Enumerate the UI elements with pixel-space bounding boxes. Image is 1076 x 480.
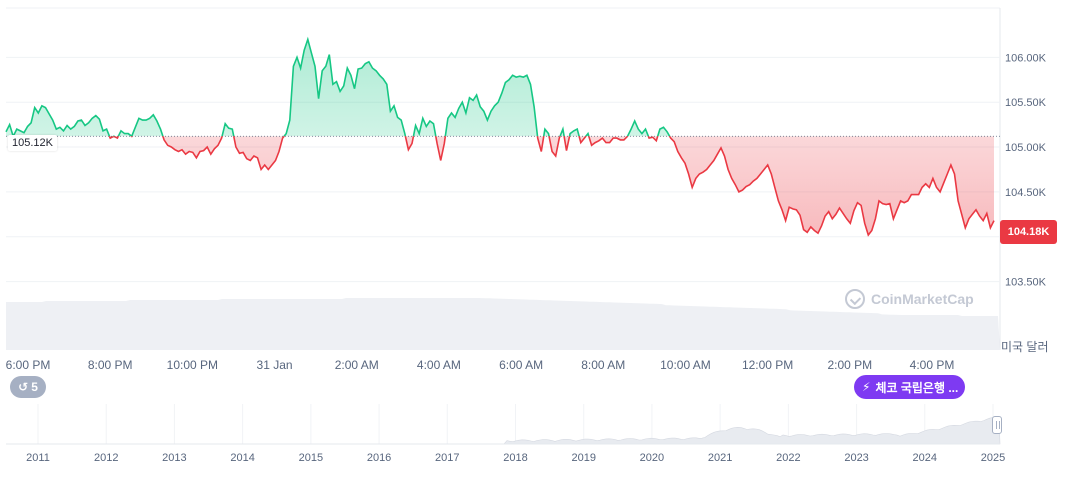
x-tick-label: 8:00 AM — [581, 358, 625, 372]
navigator-year-label: 2024 — [913, 452, 937, 464]
price-line-down — [12, 136, 995, 237]
x-tick-label: 2:00 PM — [827, 358, 872, 372]
x-tick-label: 31 Jan — [257, 358, 293, 372]
history-icon: ↺ — [18, 380, 29, 394]
x-tick-label: 4:00 AM — [417, 358, 461, 372]
navigator-year-label: 2019 — [571, 452, 595, 464]
navigator-year-label: 2012 — [94, 452, 118, 464]
navigator-year-label: 2015 — [299, 452, 323, 464]
y-tick-label: 105.00K — [1005, 142, 1047, 154]
x-tick-label: 8:00 PM — [88, 358, 133, 372]
y-tick-label: 106.00K — [1005, 52, 1047, 64]
navigator-year-label: 2021 — [708, 452, 732, 464]
range-slider-handle[interactable] — [992, 416, 1002, 434]
price-line-up — [5, 36, 671, 137]
navigator-year-label: 2018 — [503, 452, 527, 464]
y-tick-label: 104.50K — [1005, 187, 1047, 199]
y-tick-label: 105.50K — [1005, 97, 1047, 109]
navigator-year-label: 2023 — [844, 452, 868, 464]
coinmarketcap-logo-icon — [845, 289, 865, 309]
x-tick-label: 4:00 PM — [910, 358, 955, 372]
navigator-year-label: 2014 — [230, 452, 254, 464]
x-tick-label: 12:00 PM — [742, 358, 793, 372]
reference-price-label: 105.12K — [8, 135, 57, 151]
event-label: 체코 국립은행 ... — [875, 380, 959, 395]
x-tick-label: 6:00 AM — [499, 358, 543, 372]
x-tick-label: 2:00 AM — [335, 358, 379, 372]
navigator-year-label: 2020 — [640, 452, 664, 464]
navigator-year-label: 2016 — [367, 452, 391, 464]
history-button[interactable]: ↺ 5 — [10, 376, 46, 398]
event-marker-button[interactable]: ⚡ 체코 국립은행 ... — [854, 375, 965, 399]
coinmarketcap-watermark: CoinMarketCap — [845, 289, 974, 309]
last-price-badge: 104.18K — [1000, 220, 1057, 244]
navigator-year-label: 2022 — [776, 452, 800, 464]
x-tick-label: 10:00 PM — [167, 358, 218, 372]
price-area-below — [6, 136, 994, 235]
volume-area — [6, 298, 1000, 350]
y-tick-label: 103.50K — [1005, 277, 1047, 289]
x-tick-label: 6:00 PM — [6, 358, 51, 372]
navigator-year-label: 2025 — [981, 452, 1005, 464]
lightning-icon: ⚡ — [862, 380, 871, 394]
currency-label: 미국 달러 — [1001, 340, 1049, 354]
history-count: 5 — [31, 380, 38, 394]
navigator-year-label: 2011 — [26, 452, 50, 464]
navigator-year-label: 2013 — [162, 452, 186, 464]
watermark-text: CoinMarketCap — [871, 291, 974, 307]
price-area-above — [6, 39, 670, 137]
x-tick-label: 10:00 AM — [660, 358, 711, 372]
navigator-year-label: 2017 — [435, 452, 459, 464]
